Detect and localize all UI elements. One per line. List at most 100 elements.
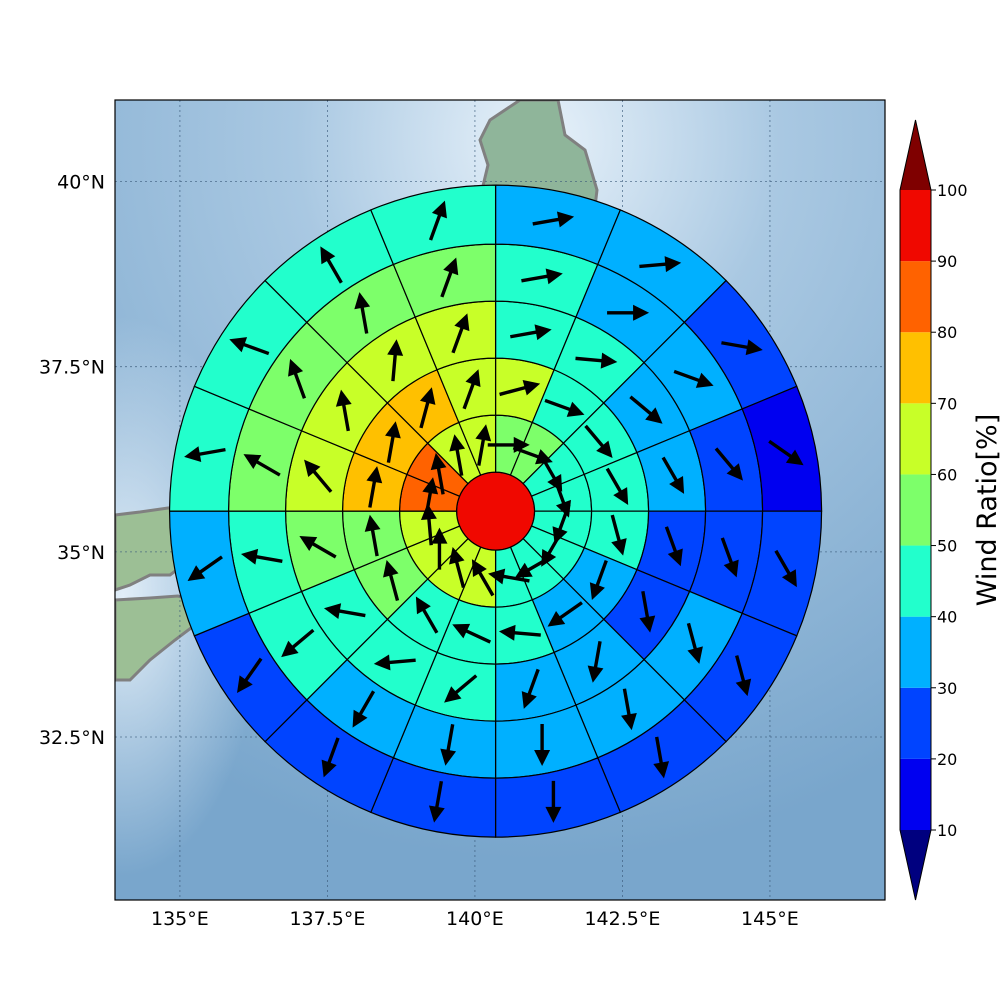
- wind-arrow: [510, 324, 552, 341]
- wind-arrow: [575, 352, 618, 369]
- y-tick-label: 35°N: [57, 542, 105, 564]
- colorbar-tick-label: 20: [937, 750, 957, 769]
- wind-arrow: [686, 622, 703, 664]
- wind-arrow: [428, 780, 445, 823]
- wind-arrow: [532, 211, 575, 228]
- wind-arrow: [584, 424, 613, 459]
- wind-arrow: [288, 358, 307, 399]
- wind-arrow: [735, 655, 752, 697]
- wind-arrow: [605, 467, 629, 506]
- x-tick-label: 140°E: [446, 908, 504, 930]
- x-tick-label: 137.5°E: [289, 908, 365, 930]
- wind-arrow: [521, 268, 563, 285]
- wind-arrow: [475, 424, 492, 466]
- wind-arrow: [488, 568, 530, 585]
- wind-arrow: [299, 536, 337, 559]
- wind-arrow: [720, 537, 739, 578]
- wind-arrow: [304, 459, 333, 493]
- wind-arrow: [354, 292, 371, 334]
- colorbar-tick-label: 10: [937, 821, 957, 840]
- wind-arrow: [321, 737, 340, 778]
- colorbar-tick-label: 50: [937, 537, 957, 556]
- wind-arrow: [415, 596, 439, 634]
- colorbar-tick-label: 90: [937, 252, 957, 271]
- wind-arrow: [587, 641, 604, 683]
- wind-arrow: [366, 466, 383, 508]
- sector-grid: [168, 184, 823, 838]
- wind-arrow: [449, 434, 466, 476]
- colorbar-segment: [900, 474, 931, 546]
- wind-arrow: [521, 668, 540, 709]
- colorbar-over-triangle: [900, 120, 931, 190]
- wind-arrow: [383, 559, 400, 602]
- wind-arrow: [545, 780, 562, 823]
- colorbar-tick-label: 30: [937, 679, 957, 698]
- y-axis-ticks: 40°N 37.5°N 35°N 32.5°N: [39, 171, 105, 749]
- colorbar-segment: [900, 616, 931, 688]
- wind-arrow: [774, 549, 797, 588]
- colorbar: 10 20 30 40 50 60 70 80 90 100: [899, 119, 968, 901]
- wind-arrow: [471, 559, 495, 597]
- wind-arrow: [661, 456, 685, 494]
- wind-arrow: [498, 624, 541, 641]
- wind-arrow: [552, 503, 571, 545]
- colorbar-tick-label: 60: [937, 465, 957, 484]
- colorbar-label: Wind Ratio[%]: [972, 414, 1000, 606]
- wind-arrow: [229, 337, 270, 356]
- wind-arrow: [184, 446, 226, 463]
- wind-arrow: [639, 590, 656, 633]
- wind-arrow: [352, 690, 376, 728]
- wind-arrow: [281, 628, 315, 658]
- wind-arrow: [364, 514, 381, 557]
- wind-arrow: [320, 246, 343, 284]
- colorbar-segment: [900, 261, 931, 333]
- wind-arrow: [419, 387, 436, 429]
- sector-cell: [370, 184, 497, 266]
- wind-arrow: [431, 527, 448, 570]
- map-frame: [114, 99, 886, 901]
- wind-arrow: [236, 657, 263, 694]
- wind-arrow: [422, 477, 439, 519]
- y-tick-label: 32.5°N: [39, 727, 105, 749]
- wind-arrow: [387, 339, 404, 382]
- wind-arrow: [385, 421, 401, 463]
- wind-arrow: [430, 452, 447, 495]
- x-tick-label: 142.5°E: [584, 908, 660, 930]
- wind-arrow: [428, 200, 447, 241]
- wind-arrow: [629, 395, 663, 424]
- colorbar-segment: [900, 332, 931, 404]
- colorbar-tick-label: 80: [937, 323, 957, 342]
- wind-arrow: [187, 555, 223, 582]
- y-tick-label: 37.5°N: [39, 357, 105, 379]
- wind-arrow: [373, 654, 416, 671]
- colorbar-tick-label: 100: [937, 181, 968, 200]
- colorbar-segment: [900, 545, 931, 617]
- wind-arrow: [514, 555, 553, 578]
- wind-arrow: [544, 398, 585, 417]
- land-shikoku: [115, 594, 202, 682]
- wind-arrow: [240, 548, 283, 565]
- wind-arrow: [639, 256, 682, 273]
- wind-arrow: [449, 546, 466, 588]
- colorbar-tick-label: 70: [937, 394, 957, 413]
- wind-arrow: [462, 369, 481, 410]
- wind-arrow: [243, 454, 281, 477]
- wind-arrow: [444, 674, 478, 703]
- wind-arrow: [589, 559, 608, 601]
- wind-arrow: [323, 603, 366, 619]
- wind-arrow: [653, 736, 670, 779]
- colorbar-segment: [900, 190, 931, 262]
- colorbar-under-triangle: [900, 830, 931, 900]
- wind-arrow: [714, 447, 743, 481]
- wind-arrow: [721, 339, 763, 356]
- y-tick-label: 40°N: [57, 171, 105, 193]
- colorbar-tick-label: 40: [937, 608, 957, 627]
- x-tick-label: 145°E: [741, 908, 799, 930]
- x-axis-ticks: 135°E 137.5°E 140°E 142.5°E 145°E: [151, 908, 799, 930]
- wind-arrow: [673, 369, 714, 388]
- colorbar-segment: [900, 758, 931, 830]
- wind-arrow: [768, 439, 804, 466]
- wind-arrow: [607, 304, 650, 321]
- colorbar-segment: [900, 687, 931, 759]
